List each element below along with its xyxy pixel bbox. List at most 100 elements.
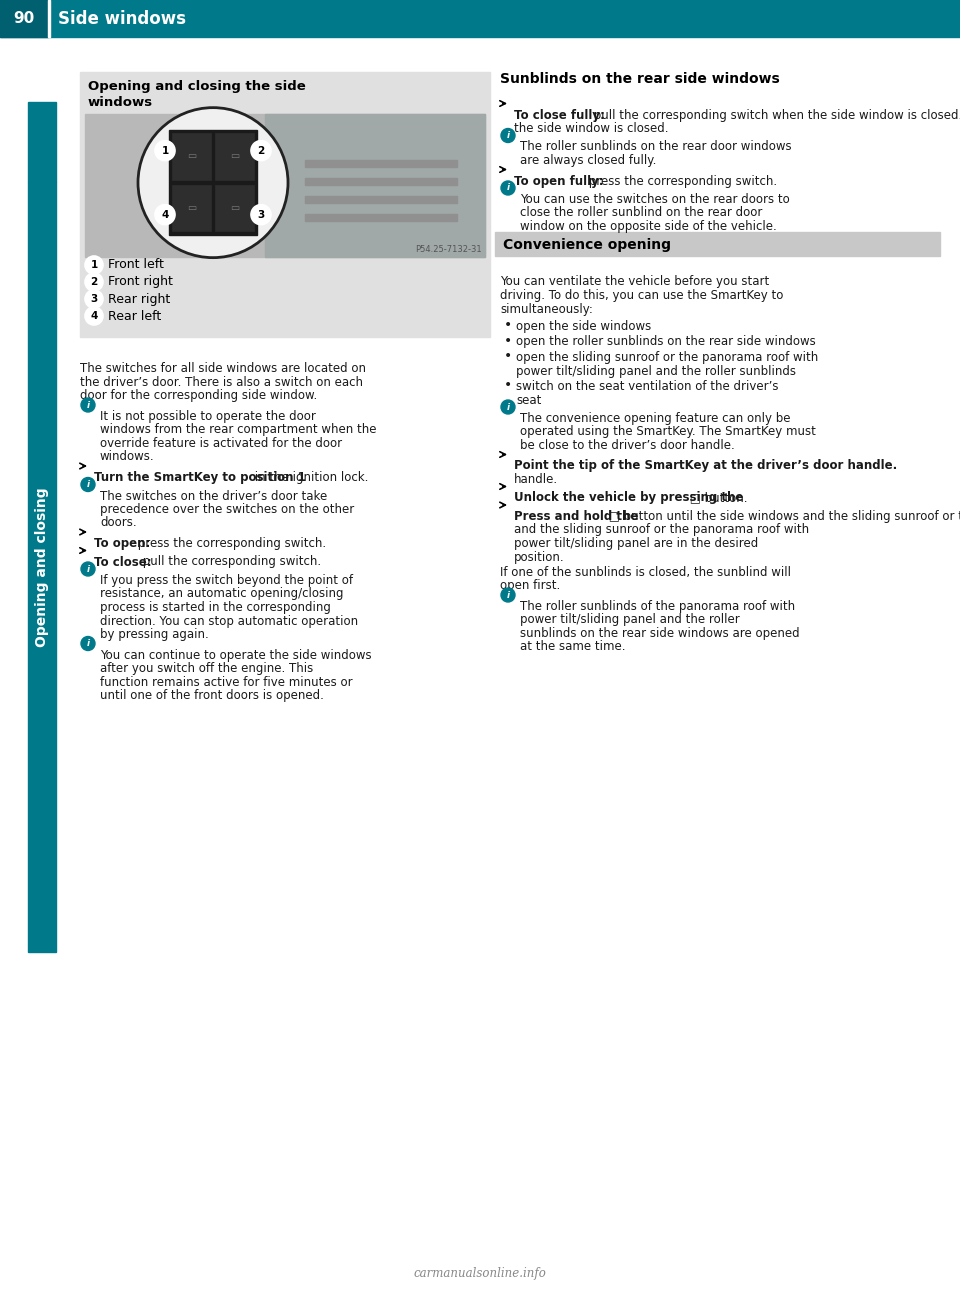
Text: driving. To do this, you can use the SmartKey to: driving. To do this, you can use the Sma… xyxy=(500,289,783,302)
Text: process is started in the corresponding: process is started in the corresponding xyxy=(100,602,331,615)
Text: i: i xyxy=(507,591,510,599)
Text: ▭: ▭ xyxy=(187,151,196,161)
Text: 90: 90 xyxy=(13,10,35,26)
Circle shape xyxy=(85,307,103,326)
Bar xyxy=(28,102,56,182)
Text: You can ventilate the vehicle before you start: You can ventilate the vehicle before you… xyxy=(500,276,769,289)
Circle shape xyxy=(501,181,515,195)
Text: pull the corresponding switch.: pull the corresponding switch. xyxy=(139,556,322,569)
Text: □ button.: □ button. xyxy=(685,491,747,504)
Text: •: • xyxy=(504,349,513,363)
Text: ▭: ▭ xyxy=(187,203,196,214)
Text: door for the corresponding side window.: door for the corresponding side window. xyxy=(80,389,317,402)
Text: •: • xyxy=(504,318,513,332)
Text: the driver’s door. There is also a switch on each: the driver’s door. There is also a switc… xyxy=(80,376,363,389)
Text: are always closed fully.: are always closed fully. xyxy=(520,154,657,167)
Text: windows: windows xyxy=(88,96,154,109)
Text: Sunblinds on the rear side windows: Sunblinds on the rear side windows xyxy=(500,72,780,86)
Text: i: i xyxy=(507,402,510,411)
Circle shape xyxy=(155,141,175,160)
Bar xyxy=(0,0,48,36)
Text: be close to the driver’s door handle.: be close to the driver’s door handle. xyxy=(520,439,734,452)
Text: i: i xyxy=(86,480,89,490)
Text: close the roller sunblind on the rear door: close the roller sunblind on the rear do… xyxy=(520,207,762,220)
Bar xyxy=(215,185,254,232)
Circle shape xyxy=(85,256,103,273)
Text: open the roller sunblinds on the rear side windows: open the roller sunblinds on the rear si… xyxy=(516,336,816,349)
Text: You can use the switches on the rear doors to: You can use the switches on the rear doo… xyxy=(520,193,790,206)
Text: Point the tip of the SmartKey at the driver’s door handle.: Point the tip of the SmartKey at the dri… xyxy=(514,460,898,473)
Text: operated using the SmartKey. The SmartKey must: operated using the SmartKey. The SmartKe… xyxy=(520,426,816,439)
Text: and the sliding sunroof or the panorama roof with: and the sliding sunroof or the panorama … xyxy=(514,523,809,536)
Text: □ button until the side windows and the sliding sunroof or the panorama roof wit: □ button until the side windows and the … xyxy=(605,510,960,523)
Text: Turn the SmartKey to position 1: Turn the SmartKey to position 1 xyxy=(94,471,305,484)
Text: Rear right: Rear right xyxy=(108,293,170,306)
Text: open the sliding sunroof or the panorama roof with: open the sliding sunroof or the panorama… xyxy=(516,352,818,365)
Bar xyxy=(85,115,485,256)
Circle shape xyxy=(81,398,95,411)
Text: position.: position. xyxy=(514,551,564,564)
Text: doors.: doors. xyxy=(100,517,136,530)
Text: Unlock the vehicle by pressing the: Unlock the vehicle by pressing the xyxy=(514,491,743,504)
Bar xyxy=(0,0,960,36)
Text: ▭: ▭ xyxy=(229,203,239,214)
Text: The switches on the driver’s door take: The switches on the driver’s door take xyxy=(100,490,327,503)
Text: open first.: open first. xyxy=(500,579,561,592)
Text: until one of the front doors is opened.: until one of the front doors is opened. xyxy=(100,689,324,702)
Text: The switches for all side windows are located on: The switches for all side windows are lo… xyxy=(80,362,366,375)
Text: press the corresponding switch.: press the corresponding switch. xyxy=(134,536,326,549)
Circle shape xyxy=(501,400,515,414)
Text: You can continue to operate the side windows: You can continue to operate the side win… xyxy=(100,648,372,661)
Bar xyxy=(215,133,254,180)
Circle shape xyxy=(501,589,515,602)
Text: seat: seat xyxy=(516,393,541,406)
Text: 1: 1 xyxy=(161,146,169,156)
Text: The roller sunblinds of the panorama roof with: The roller sunblinds of the panorama roo… xyxy=(520,600,795,613)
Text: Press and hold the: Press and hold the xyxy=(514,510,638,523)
Bar xyxy=(305,160,457,167)
Text: power tilt/sliding panel and the roller sunblinds: power tilt/sliding panel and the roller … xyxy=(516,365,796,378)
Text: Front left: Front left xyxy=(108,259,164,272)
Text: i: i xyxy=(86,401,89,410)
Text: sunblinds on the rear side windows are opened: sunblinds on the rear side windows are o… xyxy=(520,628,800,641)
Text: precedence over the switches on the other: precedence over the switches on the othe… xyxy=(100,503,354,516)
Text: open the side windows: open the side windows xyxy=(516,320,651,333)
Circle shape xyxy=(155,204,175,225)
Bar xyxy=(305,178,457,185)
Text: P54.25-7132-31: P54.25-7132-31 xyxy=(416,245,482,254)
Text: ▭: ▭ xyxy=(229,151,239,161)
Text: Opening and closing the side: Opening and closing the side xyxy=(88,79,305,92)
Text: carmanualsonline.info: carmanualsonline.info xyxy=(414,1267,546,1280)
Text: by pressing again.: by pressing again. xyxy=(100,628,208,641)
Text: To close:: To close: xyxy=(94,556,152,569)
Circle shape xyxy=(501,129,515,142)
Text: To open fully:: To open fully: xyxy=(514,174,604,187)
Text: function remains active for five minutes or: function remains active for five minutes… xyxy=(100,676,352,689)
Text: 3: 3 xyxy=(257,210,265,220)
Text: If one of the sunblinds is closed, the sunblind will: If one of the sunblinds is closed, the s… xyxy=(500,566,791,579)
Text: •: • xyxy=(504,378,513,392)
Text: windows.: windows. xyxy=(100,450,155,464)
Text: i: i xyxy=(507,184,510,193)
Text: 3: 3 xyxy=(90,294,98,303)
Bar xyxy=(169,130,257,236)
Bar xyxy=(48,0,50,36)
Circle shape xyxy=(81,562,95,575)
Text: power tilt/sliding panel and the roller: power tilt/sliding panel and the roller xyxy=(520,613,740,626)
Text: power tilt/sliding panel are in the desired: power tilt/sliding panel are in the desi… xyxy=(514,536,758,549)
Text: i: i xyxy=(507,132,510,141)
Text: window on the opposite side of the vehicle.: window on the opposite side of the vehic… xyxy=(520,220,777,233)
Text: after you switch off the engine. This: after you switch off the engine. This xyxy=(100,661,313,674)
Bar xyxy=(265,115,485,256)
Bar xyxy=(172,133,211,180)
Bar xyxy=(305,215,457,221)
Text: Convenience opening: Convenience opening xyxy=(503,238,671,253)
Text: pull the corresponding switch when the side window is closed.: pull the corresponding switch when the s… xyxy=(589,108,960,121)
Text: i: i xyxy=(86,565,89,573)
Text: handle.: handle. xyxy=(514,473,558,486)
Bar xyxy=(80,72,490,337)
Bar xyxy=(495,232,940,256)
Text: 4: 4 xyxy=(90,311,98,322)
Bar xyxy=(28,182,56,952)
Text: Opening and closing: Opening and closing xyxy=(35,487,49,647)
